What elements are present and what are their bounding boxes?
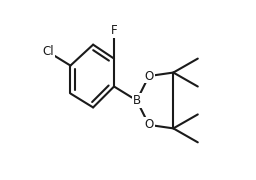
Text: F: F <box>111 24 117 37</box>
Text: B: B <box>133 94 141 107</box>
Text: O: O <box>144 118 154 131</box>
Text: O: O <box>144 69 154 83</box>
Text: Cl: Cl <box>42 45 54 58</box>
